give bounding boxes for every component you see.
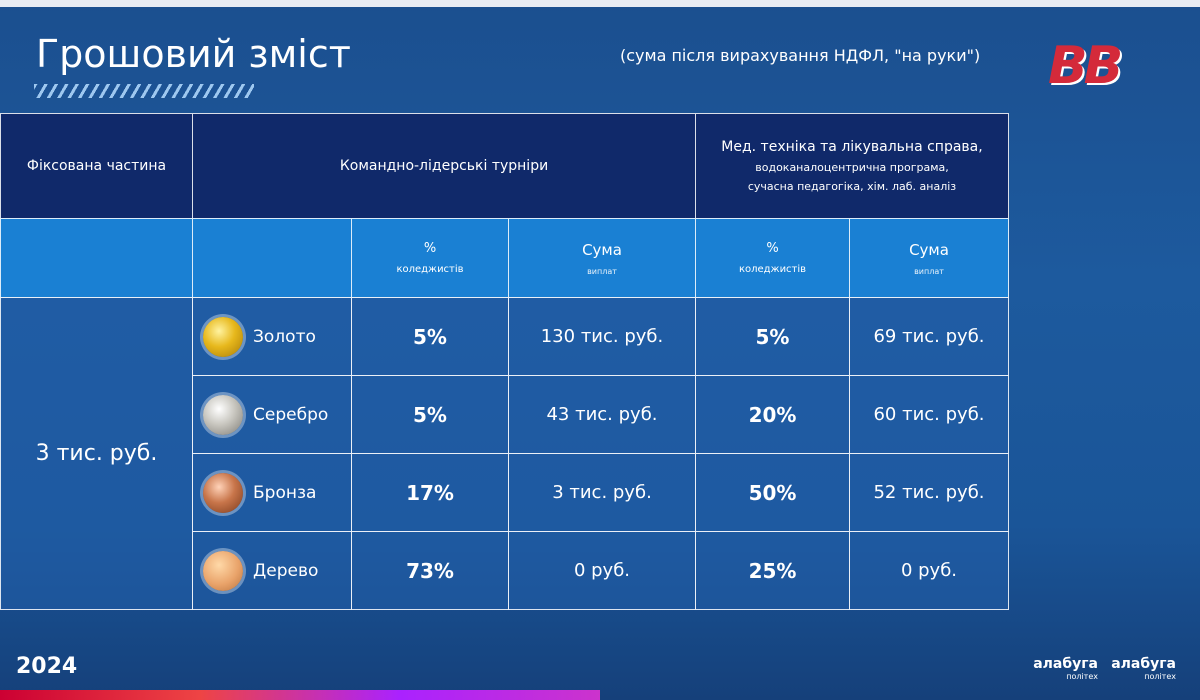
- logo: BB: [1048, 36, 1123, 96]
- subtitle: (сума після вирахування НДФЛ, "на руки"): [620, 46, 981, 65]
- data-cell: 130 тис. руб.: [508, 297, 696, 376]
- medal-name: Серебро: [253, 404, 329, 425]
- subhead-text: %: [423, 241, 437, 256]
- subhead-text: Сума: [909, 240, 949, 259]
- medal-icon: [203, 317, 243, 357]
- brand: алабуга політех: [1110, 656, 1176, 681]
- subhead-text: виплат: [587, 266, 617, 276]
- cell-text: 69 тис. руб.: [873, 326, 985, 347]
- cell-text: 50%: [748, 480, 797, 505]
- data-cell: 60 тис. руб.: [849, 375, 1009, 454]
- head-text: водоканалоцентрична програма,: [755, 161, 949, 174]
- brand: алабуга політех: [1032, 656, 1098, 681]
- head-fixed: Фіксована частина: [0, 113, 193, 219]
- subhead-cell: % коледжистів: [351, 218, 509, 298]
- data-cell: 3 тис. руб.: [508, 453, 696, 532]
- data-cell: 25%: [695, 531, 850, 610]
- cell-text: 130 тис. руб.: [540, 326, 664, 347]
- bottom-strip: [0, 690, 600, 700]
- data-cell: 69 тис. руб.: [849, 297, 1009, 376]
- brand-name: алабуга: [1111, 656, 1176, 672]
- cell-text: 60 тис. руб.: [873, 404, 985, 425]
- medal-name: Золото: [253, 326, 316, 347]
- data-cell: 50%: [695, 453, 850, 532]
- cell-text: 17%: [406, 480, 454, 505]
- medal-icon: [203, 473, 243, 513]
- subhead-cell: Сума виплат: [508, 218, 696, 298]
- medal-cell: Серебро: [192, 375, 352, 454]
- subhead-cell: Сума виплат: [849, 218, 1009, 298]
- data-cell: 20%: [695, 375, 850, 454]
- data-cell: 52 тис. руб.: [849, 453, 1009, 532]
- medal-icon: [203, 551, 243, 591]
- subhead-text: виплат: [914, 266, 944, 276]
- brand-name: алабуга: [1033, 656, 1098, 672]
- title-hatch: [34, 84, 254, 98]
- medal-name: Дерево: [253, 560, 319, 581]
- cell-text: 5%: [755, 324, 790, 349]
- subhead-empty: [0, 218, 193, 298]
- data-cell: 5%: [351, 297, 509, 376]
- medal-cell: Золото: [192, 297, 352, 376]
- data-cell: 5%: [351, 375, 509, 454]
- cell-text: 5%: [413, 402, 447, 427]
- data-cell: 5%: [695, 297, 850, 376]
- subhead-text: коледжистів: [396, 264, 464, 275]
- cell-text: 20%: [748, 402, 797, 427]
- brand-sub: політех: [1066, 672, 1098, 681]
- head-text: сучасна педагогіка, хім. лаб. аналіз: [747, 180, 957, 193]
- cell-text: 43 тис. руб.: [546, 404, 658, 425]
- subhead-text: коледжистів: [738, 264, 807, 275]
- data-cell: 0 руб.: [849, 531, 1009, 610]
- brand-sub: політех: [1144, 672, 1176, 681]
- head-text: Мед. техніка та лікувальна справа,: [721, 139, 983, 155]
- data-cell: 43 тис. руб.: [508, 375, 696, 454]
- title: Грошовий зміст: [36, 32, 351, 76]
- medal-icon: [203, 395, 243, 435]
- medal-cell: Дерево: [192, 531, 352, 610]
- medal-name: Бронза: [253, 482, 317, 503]
- cell-text: 3 тис. руб.: [552, 482, 652, 503]
- cell-text: 73%: [406, 558, 454, 583]
- data-cell: 17%: [351, 453, 509, 532]
- top-strip: [0, 0, 1200, 7]
- cell-text: 0 руб.: [573, 560, 631, 581]
- subhead-cell: % коледжистів: [695, 218, 850, 298]
- fixed-text: 3 тис. руб.: [35, 441, 158, 466]
- cell-text: 52 тис. руб.: [873, 482, 985, 503]
- cell-text: 25%: [748, 558, 797, 583]
- head-text: Командно-лідерські турніри: [339, 158, 549, 174]
- data-cell: 0 руб.: [508, 531, 696, 610]
- fixed-value: 3 тис. руб.: [0, 297, 193, 610]
- subhead-empty: [192, 218, 352, 298]
- cell-text: 0 руб.: [900, 560, 958, 581]
- head-team: Командно-лідерські турніри: [192, 113, 696, 219]
- head-text: Фіксована частина: [26, 158, 167, 174]
- data-cell: 73%: [351, 531, 509, 610]
- medal-cell: Бронза: [192, 453, 352, 532]
- subhead-text: Сума: [582, 240, 622, 259]
- cell-text: 5%: [413, 324, 447, 349]
- subhead-text: %: [766, 241, 779, 256]
- head-med: Мед. техніка та лікувальна справа, водок…: [695, 113, 1009, 219]
- year: 2024: [16, 654, 78, 679]
